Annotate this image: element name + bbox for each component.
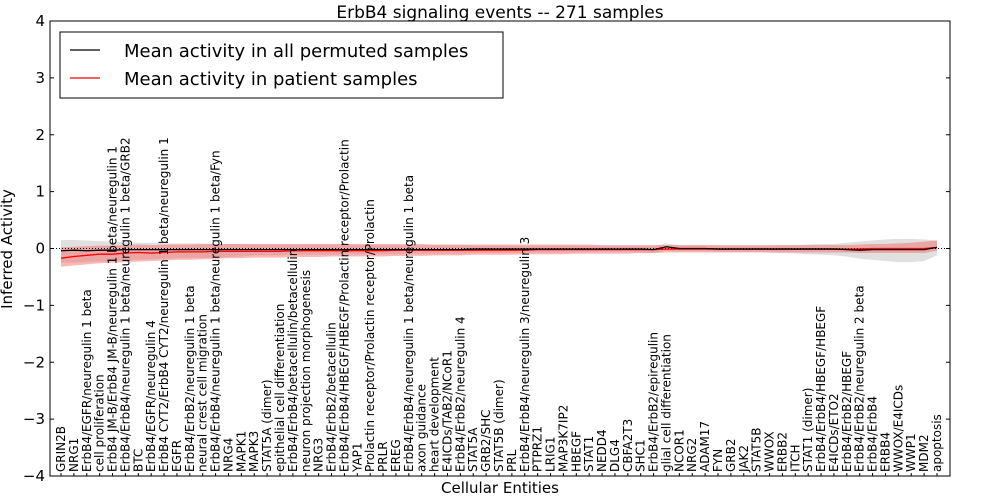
category-label: ERBB2 [775,432,789,472]
y-tick-label: 2 [35,126,45,144]
category-label: STAT5A (dimer) [260,379,274,472]
category-label: NRG1 [67,438,81,472]
category-label: PTPRZ1 [531,426,545,472]
y-tick-label: 0 [35,240,45,258]
category-label: neural crest cell migration [196,314,210,472]
category-label: WWOX/E4ICDs [891,385,905,472]
category-label: ErbB4/ErbB4 [866,396,880,472]
category-label: axon guidance [415,384,429,472]
category-label: GRIN2B [54,426,68,472]
chart-title: ErbB4 signaling events -- 271 samples [336,3,663,23]
category-label: ErbB4/ErbB4/neuregulin 1 beta/neuregulin… [402,175,416,472]
category-label: MAPK3 [247,431,261,472]
category-label: JAK2 [737,445,751,473]
category-label: STAT5A [466,427,480,472]
y-tick-label: 3 [35,69,45,87]
category-label: neuron projection morphogenesis [299,270,313,472]
category-label: ITCH [788,444,802,472]
category-label: PRLR [376,441,390,472]
series-line-permuted [60,246,938,252]
category-label: EGFR [170,440,184,472]
category-label: STAT1 (dimer) [801,388,815,472]
category-label: PRL [505,449,519,472]
category-label: HBEGF [569,431,583,472]
category-label: ErbB4/ErbB4/neuregulin 1 beta/neuregulin… [209,150,223,472]
x-axis-label: Cellular Entities [441,479,559,497]
category-label: MAPK1 [234,431,248,472]
category-label: E4ICDs/ETO2 [827,393,841,472]
category-label: NRG3 [312,438,326,472]
category-label: ErbB4/ErbB4/betacellulin/betacellulin [286,249,300,472]
category-label: ErbB4/ErbB4/neuregulin 3/neuregulin 3 [518,237,532,472]
category-label: STAT5B (dimer) [492,379,506,472]
y-tick-label: −2 [23,353,45,371]
category-label: WWP1 [904,433,918,472]
y-tick-label: −1 [23,296,45,314]
category-label: ErbB4/ErbB2/neuregulin 4 [453,316,467,472]
y-axis-label: Inferred Activity [0,189,16,309]
y-axis: −4 −3 −2 −1 0 1 2 3 4 [23,12,950,485]
y-tick-label: −3 [23,410,45,428]
category-label: ADAM17 [698,421,712,472]
category-label: ErbB4/EGFR/neuregulin 1 beta [80,289,94,472]
category-label: NEDD4 [595,429,609,472]
confidence-bands [61,238,937,267]
category-label: NRG4 [221,438,235,472]
category-label: FYN [711,449,725,472]
y-tick-label: 4 [35,12,45,30]
category-label: glial cell differentiation [659,334,673,472]
y-tick-label: −4 [23,467,45,485]
category-label: SHC1 [634,439,648,472]
category-label: epithelial cell differentiation [273,304,287,472]
category-label: GRB2 [724,438,738,472]
category-label: ErbB4/EGFR/neuregulin 4 [144,320,158,472]
category-label: WWOX [763,431,777,472]
category-label: cell proliferation [93,374,107,472]
category-label: heart development [428,357,442,472]
category-label: ERBB4 [878,432,892,472]
legend-label-patient: Mean activity in patient samples [124,69,418,90]
category-label: YAP1 [350,443,364,473]
category-label: ErbB4/ErbB2/HBEGF [840,351,854,472]
category-label: EREG [389,439,403,472]
category-label: LRIG1 [544,437,558,473]
category-label: ErbB4/ErbB4/neuregulin 1 beta/neuregulin… [118,137,132,472]
category-label: apoptosis [930,414,944,472]
category-label: MDM2 [917,434,931,472]
category-label: MAP3K7IP2 [556,405,570,472]
category-label: ErbB4/ErbB4/HBEGF/HBEGF [814,306,828,472]
category-label: ErbB4 CYT2/ErbB4 CYT2/neuregulin 1 beta/… [157,137,171,472]
series-lines [60,246,938,259]
category-label: CBFA2T3 [621,419,635,472]
category-label: DLG4 [608,439,622,472]
category-label: STAT1 [582,436,596,472]
category-label: ErbB4/ErbB2/neuregulin 1 beta [183,285,197,472]
category-label: E4ICDs/TAB2/NCoR1 [440,350,454,472]
category-label: BTC [131,449,145,472]
legend: Mean activity in all permuted samples Me… [59,31,504,99]
category-label: ErbB4/ErbB2/neuregulin 2 beta [853,285,867,472]
category-label: ErbB4/ErbB4/HBEGF/HBEGF/Prolactin recept… [337,139,351,472]
category-label: ErbB4/ErbB2/epiregulin [647,332,661,472]
legend-box [59,31,504,99]
legend-label-permuted: Mean activity in all permuted samples [124,41,468,62]
y-tick-label: 1 [35,183,45,201]
category-label: GRB2/SHC [479,409,493,472]
category-label: NCOR1 [672,429,686,472]
category-label: NRG2 [685,438,699,472]
category-label: ErbB4 JM-B/ErbB4 JM-B/neuregulin 1 beta/… [106,146,120,472]
category-label: ErbB4/ErbB2/betacellulin [325,322,339,472]
patient-band [61,240,937,267]
category-label: Prolactin receptor/Prolactin receptor/Pr… [363,199,377,472]
category-label: STAT5B [750,428,764,473]
